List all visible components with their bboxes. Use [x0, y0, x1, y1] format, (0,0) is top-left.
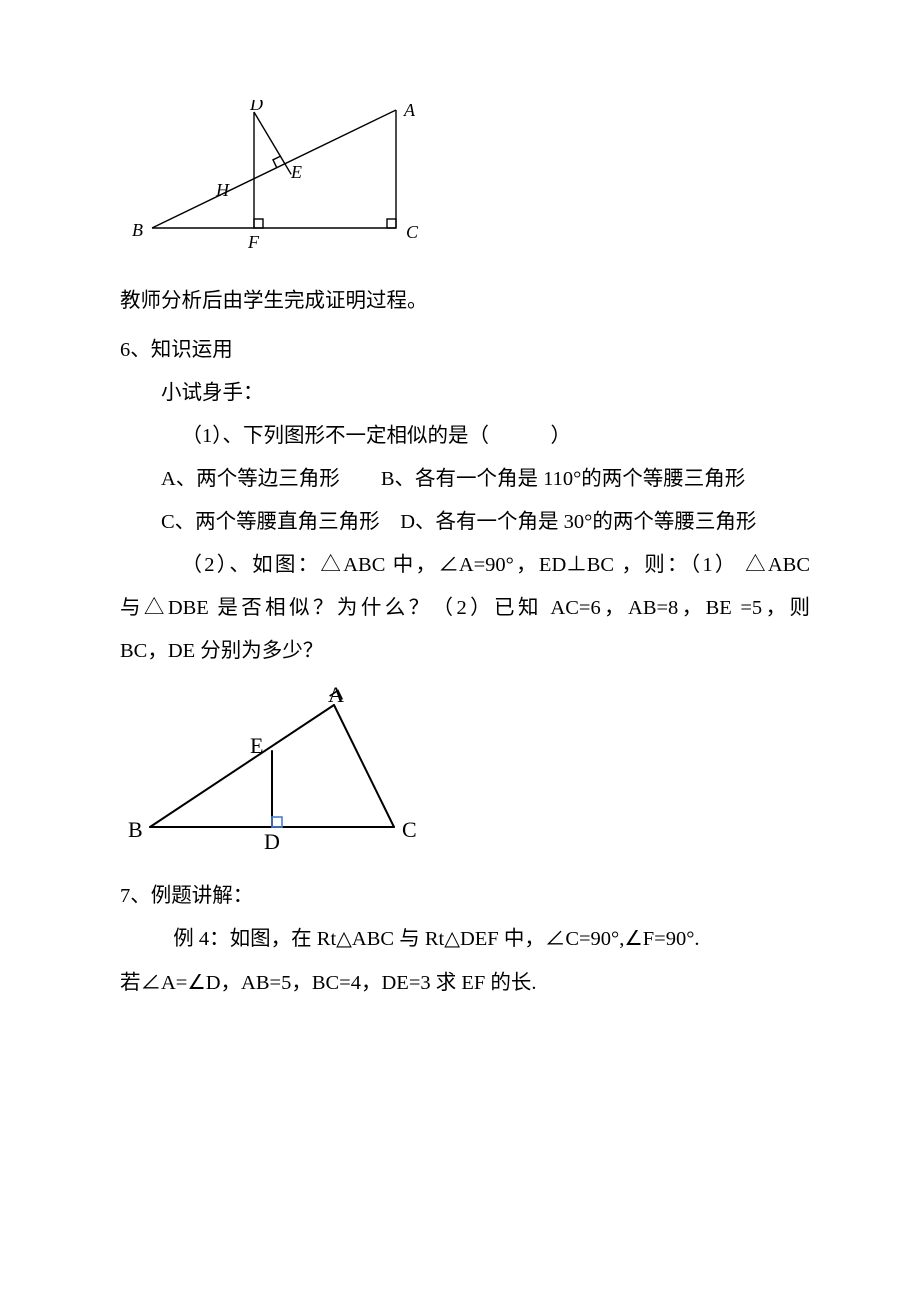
figure-1-svg: A B C D E F H: [120, 100, 420, 260]
section-7-title: 7、例题讲解：: [120, 875, 810, 918]
section-6-subtitle: 小试身手：: [120, 372, 810, 415]
q1-option-b: B、各有一个角是 110°的两个等腰三角形: [381, 468, 746, 490]
ex4-line2: 若∠A=∠D，AB=5，BC=4，DE=3 求 EF 的长.: [120, 962, 810, 1005]
line-after-fig1: 教师分析后由学生完成证明过程。: [120, 280, 810, 323]
q2-line1: （2）、如图：△ABC 中，∠A=90°，ED⊥BC ，则：（1） △ABC: [120, 544, 810, 587]
svg-text:D: D: [249, 100, 263, 114]
svg-text:C: C: [402, 817, 417, 842]
q2-line3: BC，DE 分别为多少？: [120, 630, 810, 673]
q2-line2: 与△DBE 是否相似？为什么？（2）已知 AC=6，AB=8，BE =5，则: [120, 587, 810, 630]
svg-text:B: B: [132, 220, 143, 240]
svg-text:C: C: [406, 222, 419, 242]
svg-text:A: A: [403, 100, 416, 120]
figure-1: A B C D E F H: [120, 100, 810, 260]
svg-text:D: D: [264, 829, 280, 854]
q1-option-d: D、各有一个角是 30°的两个等腰三角形: [400, 511, 756, 533]
q1-option-a: A、两个等边三角形: [161, 468, 340, 490]
q1-options-row2: C、两个等腰直角三角形 D、各有一个角是 30°的两个等腰三角形: [120, 501, 810, 544]
figure-2: A B C D E: [120, 687, 810, 857]
svg-text:B: B: [128, 817, 143, 842]
q1-option-c: C、两个等腰直角三角形: [161, 511, 380, 533]
figure-2-svg: A B C D E: [120, 687, 430, 857]
svg-text:E: E: [250, 733, 263, 758]
svg-text:H: H: [215, 180, 230, 200]
svg-text:F: F: [247, 232, 260, 252]
ex4-line1: 例 4：如图，在 Rt△ABC 与 Rt△DEF 中，∠C=90°,∠F=90°…: [120, 918, 810, 961]
section-6-title: 6、知识运用: [120, 329, 810, 372]
svg-text:A: A: [328, 687, 344, 707]
q1-stem: （1）、下列图形不一定相似的是（ ）: [120, 415, 810, 458]
page: A B C D E F H 教师分析后由学生完成证明过程。 6、知识运用 小试身手： （1）…: [0, 0, 920, 1125]
q1-options-row1: A、两个等边三角形 B、各有一个角是 110°的两个等腰三角形: [120, 458, 810, 501]
svg-text:E: E: [290, 162, 302, 182]
